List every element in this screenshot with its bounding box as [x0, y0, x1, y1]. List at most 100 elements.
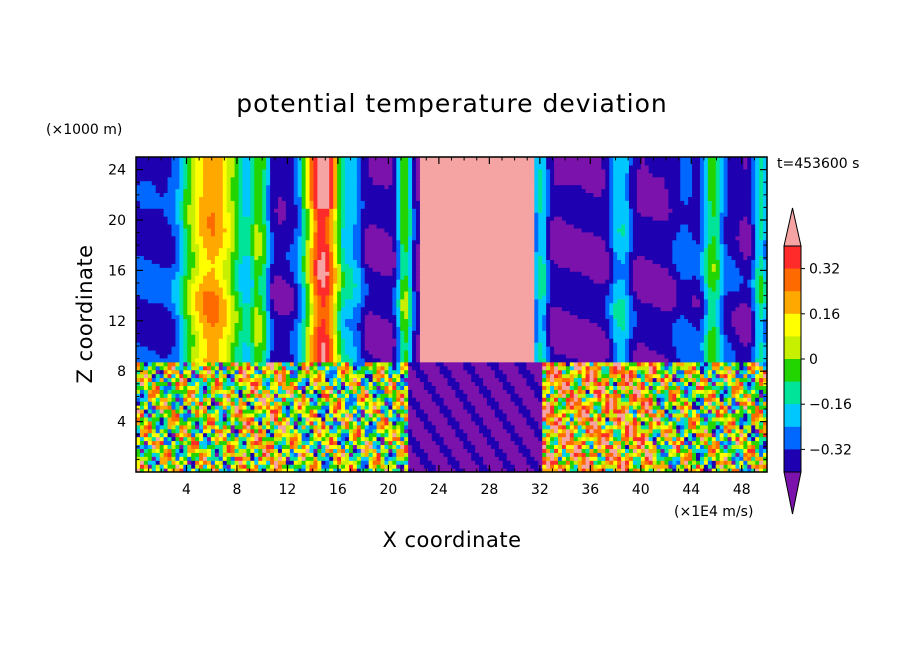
heatmap-cell-run — [305, 310, 311, 316]
heatmap-cell-run — [617, 377, 622, 383]
heatmap-cell-run — [707, 298, 717, 304]
heatmap-cell-run — [723, 298, 752, 304]
heatmap-cell-run — [715, 357, 721, 363]
heatmap-cell-run — [534, 279, 539, 284]
heatmap-cell-run — [258, 448, 263, 453]
heatmap-cell-run — [636, 401, 642, 406]
heatmap-cell-run — [613, 432, 618, 438]
heatmap-cell-run — [408, 361, 421, 367]
heatmap-cell-run — [218, 349, 228, 355]
heatmap-cell-run — [546, 432, 551, 438]
heatmap-cell-run — [301, 365, 307, 371]
heatmap-cell-run — [266, 432, 271, 438]
heatmap-cell-run — [731, 401, 737, 406]
heatmap-cell-run — [230, 290, 240, 296]
heatmap-cell-run — [376, 440, 382, 446]
heatmap-cell-run — [396, 405, 401, 410]
heatmap-cell-run — [621, 405, 626, 410]
heatmap-cell-run — [136, 428, 141, 434]
heatmap-cell-run — [345, 342, 354, 347]
heatmap-cell-run — [136, 436, 141, 442]
heatmap-cell-run — [636, 294, 677, 300]
heatmap-cell-run — [151, 405, 157, 410]
heatmap-cell-run — [763, 322, 768, 327]
heatmap-cell-run — [392, 290, 397, 296]
heatmap-cell-run — [147, 298, 173, 304]
heatmap-cell-run — [175, 401, 180, 406]
heatmap-cell-run — [254, 389, 259, 394]
heatmap-cell-run — [352, 275, 362, 280]
heatmap-cell-run — [175, 452, 180, 457]
heatmap-cell-run — [526, 460, 539, 465]
heatmap-cell-run — [703, 330, 709, 335]
heatmap-cell-run — [688, 436, 693, 442]
heatmap-cell-run — [380, 369, 386, 375]
heatmap-cell-run — [408, 302, 413, 308]
heatmap-cell-run — [656, 385, 662, 390]
heatmap-cell-run — [692, 369, 697, 375]
heatmap-cell-run — [388, 416, 397, 422]
heatmap-cell-run — [341, 361, 346, 367]
heatmap-cell-run — [581, 409, 587, 414]
heatmap-cell-run — [309, 286, 315, 292]
heatmap-cell-run — [262, 424, 267, 430]
heatmap-cell-run — [692, 416, 701, 422]
heatmap-cell-run — [210, 412, 216, 418]
heatmap-cell-run — [676, 448, 681, 453]
heatmap-cell-run — [400, 338, 405, 343]
heatmap-cell-run — [408, 271, 413, 276]
heatmap-cell-run — [388, 456, 393, 461]
heatmap-cell-run — [557, 460, 567, 465]
heatmap-cell-run — [419, 267, 535, 272]
heatmap-cell-run — [392, 330, 397, 335]
heatmap-cell-run — [360, 424, 366, 430]
heatmap-cell-run — [561, 464, 567, 469]
heatmap-cell-run — [719, 420, 725, 426]
heatmap-cell-run — [266, 393, 271, 398]
heatmap-cell-run — [301, 283, 307, 288]
heatmap-cell-run — [479, 428, 492, 434]
heatmap-cell-run — [569, 464, 575, 469]
heatmap-cell-run — [707, 306, 717, 312]
heatmap-cell-run — [514, 389, 535, 394]
heatmap-cell-run — [628, 326, 634, 331]
heatmap-cell-run — [218, 464, 224, 469]
heatmap-cell-run — [281, 448, 291, 453]
heatmap-cell-run — [412, 365, 421, 371]
heatmap-cell-run — [703, 393, 709, 398]
heatmap-cell-run — [396, 369, 401, 375]
heatmap-cell-run — [467, 409, 476, 414]
heatmap-cell-run — [214, 290, 224, 296]
heatmap-cell-run — [297, 444, 303, 449]
heatmap-cell-run — [557, 444, 563, 449]
heatmap-cell-run — [321, 385, 326, 390]
heatmap-cell-run — [254, 279, 259, 284]
heatmap-cell-run — [210, 405, 216, 410]
heatmap-cell-run — [293, 353, 299, 359]
heatmap-cell-run — [277, 428, 283, 434]
heatmap-cell-run — [550, 298, 606, 304]
heatmap-cell-run — [313, 342, 319, 347]
heatmap-cell-run — [684, 456, 693, 461]
heatmap-cell-run — [155, 452, 161, 457]
heatmap-cell-run — [380, 412, 386, 418]
heatmap-cell-run — [664, 389, 669, 394]
heatmap-cell-run — [206, 401, 212, 406]
heatmap-cell-run — [455, 456, 472, 461]
heatmap-cell-run — [427, 468, 437, 473]
heatmap-cell-run — [317, 346, 322, 351]
heatmap-cell-run — [747, 342, 756, 347]
heatmap-cell-run — [486, 385, 504, 390]
heatmap-cell-run — [739, 302, 748, 308]
heatmap-cell-run — [301, 361, 307, 367]
heatmap-cell-run — [731, 318, 752, 323]
heatmap-cell-run — [703, 460, 709, 465]
heatmap-cell-run — [187, 444, 192, 449]
heatmap-cell-run — [341, 330, 354, 335]
heatmap-cell-run — [230, 464, 240, 469]
heatmap-cell-run — [325, 397, 330, 402]
heatmap-cell-run — [218, 361, 224, 367]
heatmap-cell-run — [431, 420, 449, 426]
heatmap-cell-run — [439, 369, 453, 375]
heatmap-cell-run — [285, 381, 291, 386]
